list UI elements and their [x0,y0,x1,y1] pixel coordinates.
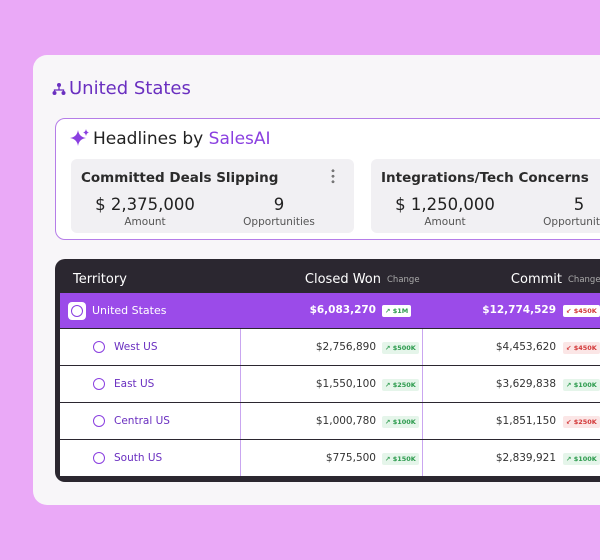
globe-icon [93,341,105,353]
col-closed-change: Change [387,275,420,285]
globe-icon [93,415,105,427]
cell [60,403,241,439]
territory-name: United States [92,304,167,317]
closed-change: ↗ $500K [382,342,419,354]
commit: $1,851,150 [495,415,556,427]
count: 5 [573,195,585,214]
headline-card[interactable] [371,159,600,233]
cell [60,329,241,365]
closed-won: $775,500 [325,452,376,464]
commit-change: ↙ $450K [563,342,600,354]
commit-change: ↙ $250K [563,416,600,428]
more-menu[interactable] [331,168,335,184]
headlines-title: Headlines by SalesAI [93,129,271,149]
closed-won: $6,083,270 [309,304,376,316]
amount: $ 1,250,000 [395,195,495,214]
col-territory: Territory [73,272,127,287]
globe-icon [71,305,83,317]
cell [241,403,423,439]
globe-icon [93,378,105,390]
closed-won: $1,000,780 [315,415,376,427]
territory-name: West US [114,341,158,353]
territory-row[interactable]: West US $2,756,890 ↗ $500K $4,453,620 ↙ $450… [60,329,600,365]
col-commit: Commit [510,272,562,287]
cell [241,366,423,402]
commit-change: ↗ $100K [563,379,600,391]
closed-change: ↗ $150K [382,453,419,465]
commit-change: ↙ $450K [563,305,600,317]
commit: $3,629,838 [495,378,556,390]
commit: $12,774,529 [482,304,556,316]
headline-card[interactable] [71,159,354,233]
closed-won: $2,756,890 [315,341,376,353]
territory-row[interactable]: East US $1,550,100 ↗ $250K $3,629,838 ↗ $100… [60,366,600,402]
cell [241,329,423,365]
cell [60,366,241,402]
count: 9 [273,195,285,214]
title-brand: SalesAI [208,129,271,149]
amount-label: Amount [424,216,466,228]
territory-name: Central US [114,415,170,427]
closed-change: ↗ $250K [382,379,419,391]
commit: $2,839,921 [495,452,556,464]
title-prefix: Headlines by [93,129,204,149]
commit: $4,453,620 [495,341,556,353]
card-title: Committed Deals Slipping [81,170,279,186]
summary-row[interactable]: United States $6,083,270 ↗ $1M $12,774,529 ↙… [60,293,600,328]
col-closed-won: Closed Won [304,272,381,287]
territory-row[interactable]: Central US $1,000,780 ↗ $100K $1,851,150 ↙ $… [60,403,600,439]
amount: $ 2,375,000 [95,195,195,214]
closed-won: $1,550,100 [315,378,376,390]
hierarchy-icon [52,83,66,95]
count-label: Opportunities [243,216,315,228]
card-title: Integrations/Tech Concerns [381,170,589,186]
count-label: Opportunities [543,216,600,228]
territory-name: East US [114,378,155,390]
globe-icon [93,452,105,464]
closed-change: ↗ $1M [382,305,412,317]
territory-name: South US [114,452,163,464]
page-title: United States [69,78,191,99]
amount-label: Amount [124,216,166,228]
territory-row[interactable]: South US $775,500 ↗ $150K $2,839,921 ↗ $100K [60,440,600,476]
col-commit-change: Change [568,275,600,285]
cell [241,440,423,476]
commit-change: ↗ $100K [563,453,600,465]
closed-change: ↗ $100K [382,416,419,428]
cell [60,440,241,476]
sparkle-icon [70,129,89,146]
